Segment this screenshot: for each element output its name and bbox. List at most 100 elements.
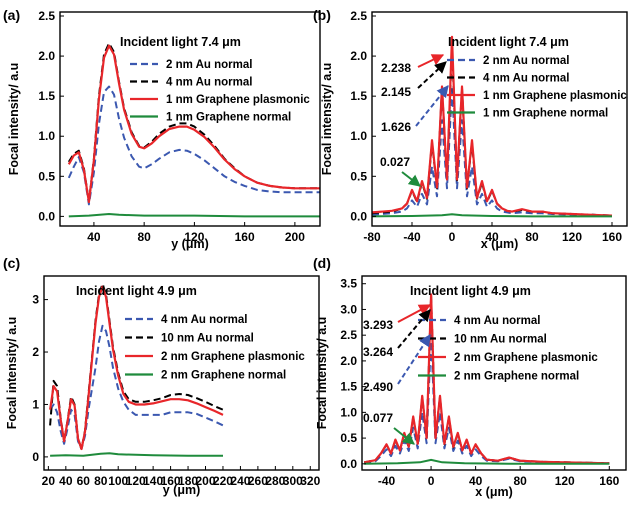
x-tick-label: 80: [94, 474, 108, 488]
peak-value-label: 2.238: [381, 61, 411, 75]
y-tick-label: 0: [32, 450, 39, 464]
peak-annotations: 3.293 3.264 2.490 0.077: [363, 304, 432, 445]
x-tick-label: 0: [449, 230, 456, 244]
y-tick-label: 2.5: [38, 9, 55, 23]
x-tick-label: 220: [213, 474, 233, 488]
panel-label: (d): [313, 255, 331, 271]
peak-arrow-blue: [397, 333, 431, 385]
series-lines: [67, 42, 320, 218]
x-tick-label: 40: [59, 474, 73, 488]
panel-label: (c): [3, 255, 20, 271]
legend: 4 nm Au normal 10 nm Au normal 2 nm Graphe…: [125, 314, 305, 382]
series-lines: [49, 282, 224, 457]
plot-frame: [43, 275, 320, 471]
y-tick-label: 2.5: [350, 9, 367, 23]
y-tick-label: 1.0: [340, 405, 357, 419]
x-tick-label: 100: [108, 474, 128, 488]
x-axis-label: y (μm): [171, 237, 209, 251]
legend-label: 2 nm Graphene plasmonic: [161, 351, 305, 363]
series-lines: [371, 35, 613, 218]
x-tick-label: 140: [143, 474, 163, 488]
legend-label: 1 nm Graphene plasmonic: [483, 90, 627, 102]
x-axis-label: y (μm): [163, 483, 201, 497]
y-tick-label: 1.0: [38, 129, 55, 143]
x-tick-label: 320: [300, 474, 320, 488]
y-axis-label: Focal intensity/ a.u: [5, 317, 19, 430]
x-tick-label: 160: [235, 230, 255, 244]
peak-arrow-red: [417, 54, 445, 68]
x-tick-label: 120: [184, 230, 204, 244]
legend-label: 1 nm Graphene normal: [166, 112, 291, 124]
panel-label: (a): [3, 7, 20, 23]
plot-frame: [371, 11, 628, 227]
x-tick-label: 80: [525, 230, 539, 244]
peak-arrow-blue: [415, 85, 449, 127]
y-tick-label: 2: [32, 345, 39, 359]
y-tick-label: 1: [32, 397, 39, 411]
x-tick-label: 120: [555, 474, 575, 488]
peak-arrow-black: [417, 61, 447, 89]
legend-label: 2 nm Graphene normal: [454, 371, 579, 383]
y-tick-label: 3.5: [340, 277, 357, 291]
series-line-blue: [67, 85, 320, 206]
legend-label: 4 nm Au normal: [454, 315, 540, 327]
legend-label: 2 nm Au normal: [483, 55, 569, 67]
x-tick-label: 260: [248, 474, 268, 488]
series-line-red: [363, 293, 610, 465]
x-tick-label: 180: [178, 474, 198, 488]
series-line-red: [67, 44, 320, 204]
plot-frame: [361, 275, 627, 471]
peak-value-label: 2.490: [363, 380, 393, 394]
chart-panel-3: 20 40 60 80 10012014016018020022024026028030…: [3, 255, 321, 497]
peak-arrow-red: [397, 304, 432, 323]
y-tick-label: 2.0: [38, 49, 55, 63]
legend: 4 nm Au normal 10 nm Au normal 2 nm Graphe…: [418, 315, 598, 383]
legend-label: 10 nm Au normal: [161, 333, 254, 345]
x-axis-label: x (μm): [481, 237, 519, 251]
series-line-blue: [49, 324, 224, 450]
legend: 2 nm Au normal 4 nm Au normal 1 nm Graphen…: [130, 59, 310, 124]
x-tick-label: 80: [137, 230, 151, 244]
y-tick-label: 2.5: [340, 328, 357, 342]
series-line-green: [50, 452, 223, 457]
plot-frame: [59, 11, 321, 227]
y-tick-label: 3: [32, 293, 39, 307]
x-tick-label: -40: [403, 230, 421, 244]
legend-label: 1 nm Graphene plasmonic: [166, 94, 310, 106]
x-tick-label: 40: [485, 230, 499, 244]
x-tick-label: 40: [469, 474, 483, 488]
x-axis-label: x (μm): [475, 485, 513, 499]
x-tick-label: 80: [513, 474, 527, 488]
series-line-green: [68, 213, 320, 218]
peak-annotations: 2.238 2.145 1.626 0.027: [380, 54, 449, 187]
y-tick-label: 1.5: [350, 89, 367, 103]
legend-label: 2 nm Graphene plasmonic: [454, 352, 598, 364]
peak-value-label: 0.027: [380, 155, 410, 169]
legend-label: 10 nm Au normal: [454, 334, 547, 346]
legend-label: 1 nm Graphene normal: [483, 108, 608, 120]
chart-title: Incident light 4.9 μm: [410, 284, 531, 298]
y-tick-label: 0.0: [350, 209, 367, 223]
legend-label: 2 nm Graphene normal: [161, 370, 286, 382]
x-tick-label: 200: [285, 230, 305, 244]
chart-panel-1: 40 80 120 160 200 0.0 0.5 1.0 1.5 2.0 2.5 y (μm) Foc…: [3, 7, 321, 251]
x-tick-label: 40: [87, 230, 101, 244]
legend: 2 nm Au normal 4 nm Au normal 1 nm Graphen…: [447, 55, 627, 120]
y-axis-label: Focal intensity/ a.u: [315, 317, 329, 430]
legend-label: 2 nm Au normal: [166, 59, 252, 71]
peak-arrow-black: [397, 309, 431, 349]
peak-value-label: 3.264: [363, 345, 393, 359]
series-line-green: [364, 458, 610, 465]
y-axis-label: Focal intensity/ a.u: [7, 63, 21, 176]
y-tick-label: 0.5: [350, 169, 367, 183]
y-tick-label: 1.0: [350, 129, 367, 143]
peak-value-label: 2.145: [381, 85, 411, 99]
peak-arrow-green: [393, 427, 415, 445]
y-axis-label: Focal intensity/ a.u: [320, 63, 334, 176]
peak-value-label: 1.626: [381, 120, 411, 134]
x-tick-label: 160: [602, 230, 622, 244]
chart-panel-4: -40 0 40 80 120 160 0.0 0.5 1.0 1.5 2.0 2.5 3.0 3.5 x …: [313, 255, 627, 499]
legend-label: 4 nm Au normal: [161, 314, 247, 326]
series-line-blue: [371, 85, 613, 217]
panel-label: (b): [313, 7, 331, 23]
